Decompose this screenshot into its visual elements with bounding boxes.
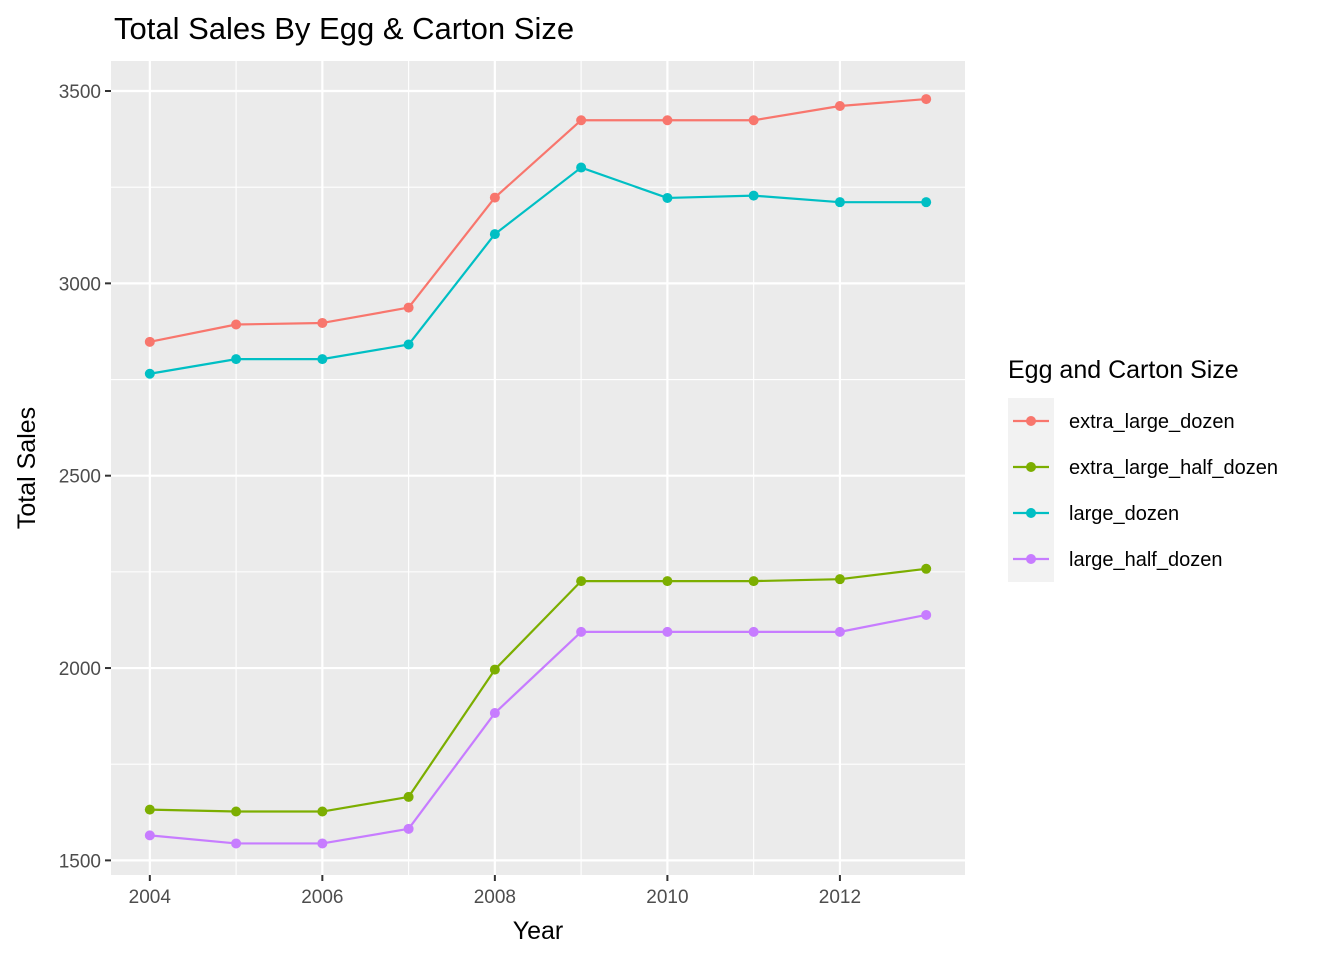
legend: Egg and Carton Size extra_large_dozenext… bbox=[1008, 356, 1278, 582]
legend-label-extra_large_dozen: extra_large_dozen bbox=[1069, 411, 1235, 433]
legend-key-point bbox=[1026, 462, 1036, 472]
data-point-extra_large_half_dozen bbox=[576, 576, 587, 587]
legend-key-point bbox=[1026, 508, 1036, 518]
y-tick-label: 3000 bbox=[59, 274, 101, 295]
series-points bbox=[144, 94, 932, 849]
data-point-large_half_dozen bbox=[834, 626, 845, 637]
data-point-extra_large_dozen bbox=[748, 115, 759, 126]
y-axis-title: Total Sales bbox=[13, 407, 41, 529]
x-tick-label: 2008 bbox=[474, 887, 516, 908]
legend-key-point bbox=[1026, 554, 1036, 564]
x-axis: 2004 2006 2008 2010 2012 bbox=[129, 875, 861, 908]
legend-label-extra_large_half_dozen: extra_large_half_dozen bbox=[1069, 457, 1278, 479]
data-point-large_half_dozen bbox=[748, 626, 759, 637]
data-point-extra_large_dozen bbox=[576, 115, 587, 126]
data-point-extra_large_half_dozen bbox=[144, 804, 155, 815]
plot-panel bbox=[111, 61, 965, 875]
y-axis: 1500 2000 2500 3000 3500 bbox=[59, 82, 111, 872]
data-point-extra_large_dozen bbox=[489, 192, 500, 203]
series-line-extra_large_half_dozen bbox=[149, 567, 927, 813]
data-point-extra_large_dozen bbox=[834, 101, 845, 112]
data-point-large_dozen bbox=[403, 339, 414, 350]
series-lines bbox=[149, 97, 927, 845]
data-point-large_dozen bbox=[144, 368, 155, 379]
data-point-large_dozen bbox=[317, 354, 328, 365]
data-point-large_half_dozen bbox=[317, 838, 328, 849]
data-point-extra_large_half_dozen bbox=[921, 563, 932, 574]
data-point-large_dozen bbox=[662, 192, 673, 203]
data-point-large_dozen bbox=[489, 229, 500, 240]
data-point-large_dozen bbox=[834, 197, 845, 208]
data-point-large_half_dozen bbox=[576, 626, 587, 637]
data-point-extra_large_dozen bbox=[662, 115, 673, 126]
data-point-extra_large_dozen bbox=[317, 317, 328, 328]
data-point-large_half_dozen bbox=[662, 626, 673, 637]
data-point-extra_large_half_dozen bbox=[834, 574, 845, 585]
data-point-extra_large_half_dozen bbox=[748, 576, 759, 587]
data-point-extra_large_dozen bbox=[921, 94, 932, 105]
series-line-extra_large_dozen bbox=[149, 97, 927, 343]
legend-label-large_dozen: large_dozen bbox=[1069, 503, 1179, 525]
legend-title: Egg and Carton Size bbox=[1008, 356, 1239, 384]
data-point-large_half_dozen bbox=[921, 609, 932, 620]
data-point-large_dozen bbox=[576, 162, 587, 173]
data-point-large_half_dozen bbox=[144, 830, 155, 841]
legend-label-large_half_dozen: large_half_dozen bbox=[1069, 549, 1222, 571]
x-tick-label: 2004 bbox=[129, 887, 172, 908]
data-point-extra_large_half_dozen bbox=[317, 806, 328, 817]
data-point-large_half_dozen bbox=[403, 823, 414, 834]
x-axis-title: Year bbox=[513, 917, 564, 945]
major-gridlines bbox=[111, 61, 965, 875]
data-point-extra_large_half_dozen bbox=[662, 576, 673, 587]
data-point-extra_large_dozen bbox=[231, 319, 242, 330]
data-point-extra_large_half_dozen bbox=[489, 664, 500, 675]
data-point-extra_large_half_dozen bbox=[231, 806, 242, 817]
data-point-large_half_dozen bbox=[489, 708, 500, 719]
minor-gridlines bbox=[111, 61, 965, 875]
x-tick-label: 2012 bbox=[819, 887, 861, 908]
data-point-extra_large_half_dozen bbox=[403, 791, 414, 802]
series-line-large_dozen bbox=[149, 166, 927, 375]
data-point-large_dozen bbox=[748, 190, 759, 201]
y-tick-label: 1500 bbox=[59, 851, 101, 872]
series-line-large_half_dozen bbox=[149, 613, 927, 845]
x-tick-label: 2010 bbox=[646, 887, 688, 908]
y-tick-label: 2500 bbox=[59, 467, 101, 488]
legend-key-point bbox=[1026, 416, 1036, 426]
data-point-large_half_dozen bbox=[231, 838, 242, 849]
y-tick-label: 2000 bbox=[59, 659, 101, 680]
data-point-large_dozen bbox=[921, 197, 932, 208]
chart-title: Total Sales By Egg & Carton Size bbox=[114, 11, 574, 46]
data-point-extra_large_dozen bbox=[403, 302, 414, 313]
x-tick-label: 2006 bbox=[301, 887, 343, 908]
data-point-extra_large_dozen bbox=[144, 336, 155, 347]
y-tick-label: 3500 bbox=[59, 82, 101, 103]
data-point-large_dozen bbox=[231, 354, 242, 365]
